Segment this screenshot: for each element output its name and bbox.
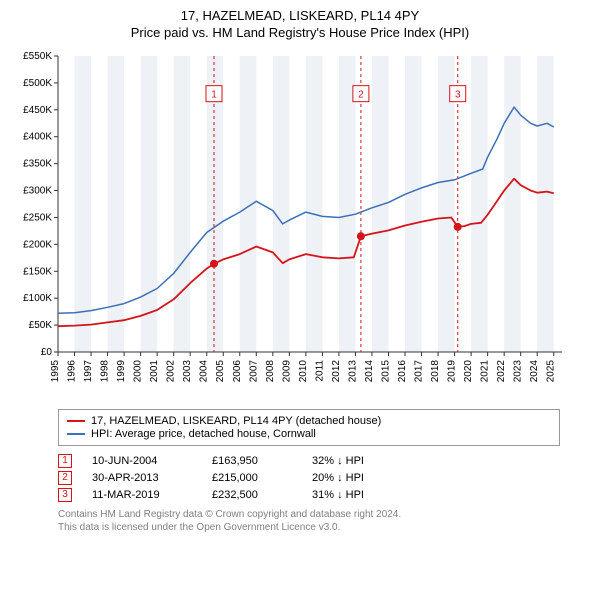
legend-label: HPI: Average price, detached house, Corn… (91, 428, 316, 440)
table-row: 2 30-APR-2013 £215,000 20% ↓ HPI (58, 471, 560, 485)
svg-text:£450K: £450K (23, 105, 52, 116)
svg-text:£250K: £250K (23, 212, 52, 223)
svg-text:£50K: £50K (29, 320, 53, 331)
sale-date: 10-JUN-2004 (92, 455, 192, 467)
svg-text:£400K: £400K (23, 132, 52, 143)
sale-date: 11-MAR-2019 (92, 489, 192, 501)
svg-text:2012: 2012 (331, 359, 342, 382)
svg-text:1998: 1998 (100, 359, 111, 382)
svg-text:2: 2 (358, 89, 364, 100)
svg-text:2004: 2004 (199, 359, 210, 382)
svg-text:2019: 2019 (447, 359, 458, 382)
svg-text:2014: 2014 (364, 359, 375, 382)
sale-date: 30-APR-2013 (92, 472, 192, 484)
footer-attribution: Contains HM Land Registry data © Crown c… (58, 508, 560, 534)
title-address: 17, HAZELMEAD, LISKEARD, PL14 4PY (10, 8, 590, 25)
svg-text:2008: 2008 (265, 359, 276, 382)
svg-text:2015: 2015 (380, 359, 391, 382)
legend-item-hpi: HPI: Average price, detached house, Corn… (67, 428, 551, 440)
svg-text:£300K: £300K (23, 185, 52, 196)
sales-table: 1 10-JUN-2004 £163,950 32% ↓ HPI 2 30-AP… (58, 454, 560, 502)
svg-text:2017: 2017 (414, 359, 425, 382)
sale-marker-icon: 2 (58, 471, 72, 485)
legend-swatch (67, 433, 85, 435)
svg-text:2023: 2023 (513, 359, 524, 382)
svg-text:2010: 2010 (298, 359, 309, 382)
title-subtitle: Price paid vs. HM Land Registry's House … (10, 25, 590, 42)
svg-text:1997: 1997 (83, 359, 94, 382)
svg-text:2022: 2022 (496, 359, 507, 382)
svg-text:1999: 1999 (116, 359, 127, 382)
sale-marker-icon: 3 (58, 488, 72, 502)
svg-text:2009: 2009 (281, 359, 292, 382)
svg-text:1996: 1996 (67, 359, 78, 382)
legend-swatch (67, 420, 85, 422)
legend-item-property: 17, HAZELMEAD, LISKEARD, PL14 4PY (detac… (67, 415, 551, 427)
svg-text:2006: 2006 (232, 359, 243, 382)
footer-line: Contains HM Land Registry data © Crown c… (58, 508, 560, 521)
legend-label: 17, HAZELMEAD, LISKEARD, PL14 4PY (detac… (91, 415, 381, 427)
svg-text:2021: 2021 (480, 359, 491, 382)
table-row: 3 11-MAR-2019 £232,500 31% ↓ HPI (58, 488, 560, 502)
svg-text:2020: 2020 (463, 359, 474, 382)
svg-text:£100K: £100K (23, 293, 52, 304)
svg-text:£200K: £200K (23, 239, 52, 250)
svg-text:1: 1 (211, 89, 217, 100)
sale-price: £232,500 (212, 489, 292, 501)
svg-text:1995: 1995 (50, 359, 61, 382)
legend: 17, HAZELMEAD, LISKEARD, PL14 4PY (detac… (58, 409, 560, 446)
sale-pct-vs-hpi: 31% ↓ HPI (312, 489, 392, 501)
svg-text:2000: 2000 (133, 359, 144, 382)
sale-pct-vs-hpi: 32% ↓ HPI (312, 455, 392, 467)
chart: £0 £50K £100K £150K £200K £250K £300K £350K £400… (10, 48, 590, 403)
sale-price: £215,000 (212, 472, 292, 484)
title-block: 17, HAZELMEAD, LISKEARD, PL14 4PY Price … (10, 8, 590, 42)
svg-text:2005: 2005 (215, 359, 226, 382)
svg-text:2025: 2025 (546, 359, 557, 382)
sale-marker-icon: 1 (58, 454, 72, 468)
svg-text:3: 3 (455, 89, 461, 100)
svg-text:2018: 2018 (430, 359, 441, 382)
svg-text:2002: 2002 (166, 359, 177, 382)
svg-text:£500K: £500K (23, 78, 52, 89)
svg-text:2024: 2024 (529, 359, 540, 382)
line-chart-svg: £0 £50K £100K £150K £200K £250K £300K £350K £400… (10, 48, 590, 398)
svg-text:2013: 2013 (347, 359, 358, 382)
svg-text:£350K: £350K (23, 158, 52, 169)
svg-text:2011: 2011 (314, 359, 325, 381)
footer-line: This data is licensed under the Open Gov… (58, 521, 560, 534)
sale-price: £163,950 (212, 455, 292, 467)
svg-text:£550K: £550K (23, 51, 52, 62)
svg-text:£150K: £150K (23, 266, 52, 277)
svg-text:2001: 2001 (149, 359, 160, 382)
svg-text:2003: 2003 (182, 359, 193, 382)
svg-text:2016: 2016 (397, 359, 408, 382)
chart-container: 17, HAZELMEAD, LISKEARD, PL14 4PY Price … (0, 0, 600, 544)
table-row: 1 10-JUN-2004 £163,950 32% ↓ HPI (58, 454, 560, 468)
svg-text:£0: £0 (41, 347, 53, 358)
sale-pct-vs-hpi: 20% ↓ HPI (312, 472, 392, 484)
svg-text:2007: 2007 (248, 359, 259, 382)
